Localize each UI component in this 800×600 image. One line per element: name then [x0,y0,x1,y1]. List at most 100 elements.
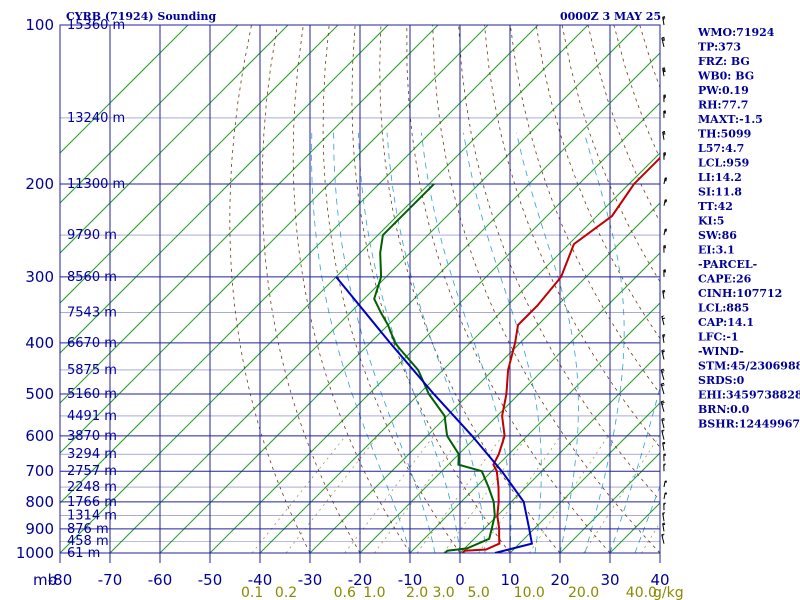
wind-barb [663,228,668,236]
wind-barb-full [661,370,665,372]
height-label: 5160 m [67,387,117,402]
mixing-ratio-labels: 0.1 0.2 0.6 1.0 2.0 3.0 5.0 10.0 20.0 40.0g/kg [241,585,684,600]
plot-frame [59,24,661,554]
temperature-tick-label: -30 [298,571,323,589]
profile-lines [335,156,660,553]
wind-barb [663,480,668,488]
isotherm-line [509,402,660,553]
wind-barb-full [661,419,665,421]
mixing-ratio-label: 2.0 [406,585,428,600]
wind-barb [662,441,666,451]
pressure-tick-label: 900 [25,520,54,538]
wind-barb [661,349,665,360]
index-value: MAXT:-1.5 [698,113,763,126]
height-label: 15360 m [67,18,125,33]
height-label: 876 m [67,522,109,537]
wind-barbs [660,16,668,544]
index-value: CAP:14.1 [698,316,754,329]
wind-barb [662,289,666,299]
pressure-tick-label: 200 [25,175,54,193]
index-value: LCL:885 [698,302,749,315]
isotherm-line [359,252,660,553]
height-label: 5875 m [67,363,117,378]
wind-barb-full [660,382,665,385]
wind-barb-staff [662,16,665,26]
wind-barb-staff [662,334,665,343]
index-value: L57:4.7 [698,142,744,155]
index-value: LCL:959 [698,157,749,170]
height-label: 13240 m [67,111,125,126]
isotherm-line [60,25,389,354]
temperature-profile-line [461,156,660,553]
index-value: BRN:0.0 [698,403,750,416]
moist-adiabat [463,132,542,553]
wind-barb [661,418,665,429]
height-label: 9790 m [67,228,117,243]
pressure-tick-label: 700 [25,462,54,480]
wind-barb [663,94,666,103]
wind-barb-full [661,350,665,353]
wind-barb [660,368,665,381]
temperature-tick-label: 40 [650,571,669,589]
wind-barb-staff [663,492,666,500]
wind-barb-staff [662,68,665,77]
wind-barb [662,522,666,532]
height-label: 1314 m [67,509,117,524]
wind-barb-staff [660,383,665,395]
height-label: 1766 m [67,495,117,510]
wind-barb-staff [662,523,665,532]
moist-adiabat [634,484,660,553]
isotherm-line [60,25,189,154]
temperature-tick-label: -60 [148,571,173,589]
height-label: 61 m [67,546,100,561]
height-label: 3294 m [67,447,117,462]
wind-barb-staff [663,228,666,236]
isotherm-line [60,25,239,204]
mixing-ratio-label: 20.0 [568,585,599,600]
mixing-ratio-label: 1.0 [363,585,385,600]
pressure-tick-label: 800 [25,493,54,511]
moist-adiabat [421,132,512,553]
pressure-tick-label: 500 [25,385,54,403]
isotherm-line [159,52,660,553]
wind-barb-full [662,39,666,42]
wind-barb-full [661,349,665,352]
index-value: FRZ: BG [698,55,750,68]
mixing-ratio-label: 0.1 [241,585,263,600]
height-label: 8560 m [67,270,117,285]
temperature-tick-labels: mb-80 -70 -60 -50 -40 -30 -20 -10 0 10 20 30 40 [33,571,670,589]
mixing-ratio-line [285,435,379,553]
mixing-ratio-line [251,435,346,553]
index-value: WB0: BG [697,70,754,83]
pressure-tick-labels: 100 200 300 400 500 600 700 800 900 1000 [16,16,54,562]
mixing-ratio-label: 10.0 [514,585,545,600]
axis-unit-label: mb [33,571,57,589]
index-value: PW:0.19 [698,84,749,97]
temperature-tick-label: -40 [248,571,273,589]
isotherm-line [209,102,660,553]
height-label: 6670 m [67,336,117,351]
pressure-tick-label: 400 [25,334,54,352]
index-value: BSHR:12449967662 [698,418,800,431]
height-label: 2248 m [67,480,117,495]
wind-barb-staff [662,131,665,140]
pressure-tick-label: 1000 [16,544,54,562]
isotherm-line [60,25,339,304]
temperature-tick-label: 20 [550,571,569,589]
wind-barb [662,334,666,343]
index-value: EHI:3459738828800 [698,389,800,402]
wind-barb-full [661,401,665,404]
sounding-time: 0000Z 3 MAY 25 [560,10,661,23]
mixing-ratio-label: 0.2 [275,585,297,600]
index-value: TT:42 [698,200,733,213]
index-value: CAPE:26 [698,273,752,286]
index-value: EI:3.1 [698,244,735,257]
isotherm-line [459,352,660,553]
wind-barb-full [660,400,665,403]
wind-barb-staff [660,401,665,412]
wind-barb-full [661,38,665,40]
isotherm-line [60,25,289,254]
wind-barb [663,110,666,118]
isotherm-line [109,25,639,553]
wind-barb [661,533,665,544]
